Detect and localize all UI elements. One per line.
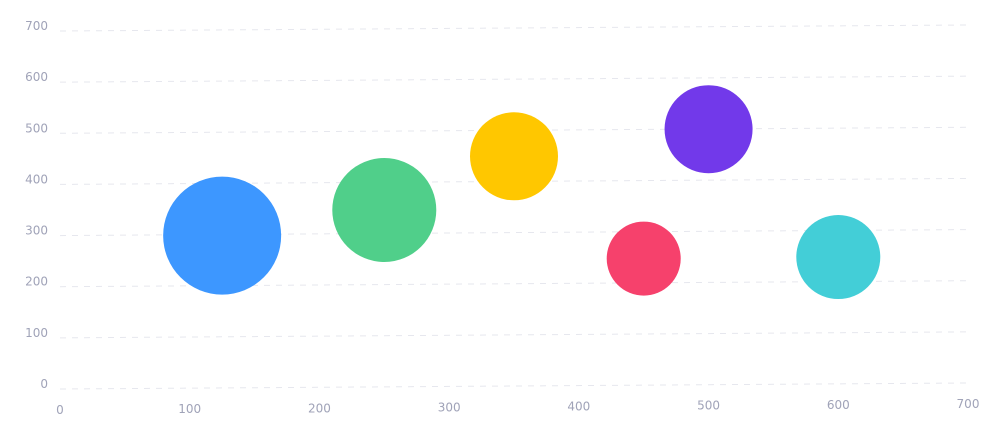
grid-line-y-100 — [59, 331, 969, 339]
bubble-point-2[interactable] — [332, 158, 437, 262]
grid-line-y-700 — [59, 24, 969, 32]
bubble-point-1[interactable] — [163, 176, 282, 295]
bubbles — [163, 85, 881, 300]
y-tick-label: 300 — [25, 224, 48, 238]
x-tick-label: 500 — [697, 399, 720, 413]
x-axis-ticks: 0 100 200 300 400 500 600 700 — [56, 397, 979, 417]
y-tick-label: 500 — [25, 121, 48, 135]
grid-line-y-500 — [59, 126, 969, 134]
bubble-point-5[interactable] — [664, 85, 753, 174]
x-tick-label: 0 — [56, 403, 64, 417]
grid-line-y-0 — [59, 382, 969, 390]
x-tick-label: 100 — [178, 402, 201, 416]
y-tick-label: 200 — [25, 275, 48, 289]
y-tick-label: 600 — [25, 70, 48, 84]
y-tick-label: 0 — [40, 377, 48, 391]
x-tick-label: 600 — [827, 398, 850, 412]
x-tick-label: 700 — [957, 397, 980, 411]
grid-line-y-600 — [59, 75, 969, 83]
y-tick-label: 700 — [25, 19, 48, 33]
y-axis-ticks: 0 100 200 300 400 500 600 700 — [25, 19, 48, 391]
y-tick-label: 400 — [25, 172, 48, 186]
grid-line-y-400 — [59, 177, 969, 185]
bubble-point-3[interactable] — [470, 112, 558, 201]
bubble-point-6[interactable] — [796, 215, 881, 300]
x-tick-label: 200 — [308, 401, 331, 415]
y-tick-label: 100 — [25, 326, 48, 340]
x-tick-label: 300 — [438, 400, 461, 414]
bubble-point-4[interactable] — [606, 221, 681, 296]
x-tick-label: 400 — [567, 400, 590, 414]
